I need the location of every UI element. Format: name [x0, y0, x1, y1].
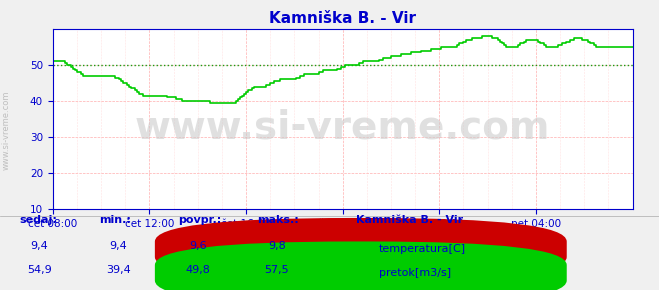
- Text: 9,4: 9,4: [110, 241, 127, 251]
- Text: maks.:: maks.:: [257, 215, 299, 225]
- Text: temperatura[C]: temperatura[C]: [379, 244, 466, 254]
- Text: 9,4: 9,4: [31, 241, 48, 251]
- Text: povpr.:: povpr.:: [178, 215, 221, 225]
- FancyBboxPatch shape: [155, 242, 567, 290]
- Text: sedaj:: sedaj:: [20, 215, 57, 225]
- FancyBboxPatch shape: [155, 218, 567, 281]
- Text: 9,8: 9,8: [268, 241, 285, 251]
- Text: Kamniška B. - Vir: Kamniška B. - Vir: [356, 215, 463, 225]
- Text: 39,4: 39,4: [106, 265, 131, 275]
- Title: Kamniška B. - Vir: Kamniška B. - Vir: [269, 11, 416, 26]
- Text: 49,8: 49,8: [185, 265, 210, 275]
- Text: 9,6: 9,6: [189, 241, 206, 251]
- Text: min.:: min.:: [99, 215, 130, 225]
- Text: www.si-vreme.com: www.si-vreme.com: [2, 91, 11, 170]
- Text: 57,5: 57,5: [264, 265, 289, 275]
- Text: 54,9: 54,9: [27, 265, 52, 275]
- Text: www.si-vreme.com: www.si-vreme.com: [135, 109, 550, 147]
- Text: pretok[m3/s]: pretok[m3/s]: [379, 268, 451, 278]
